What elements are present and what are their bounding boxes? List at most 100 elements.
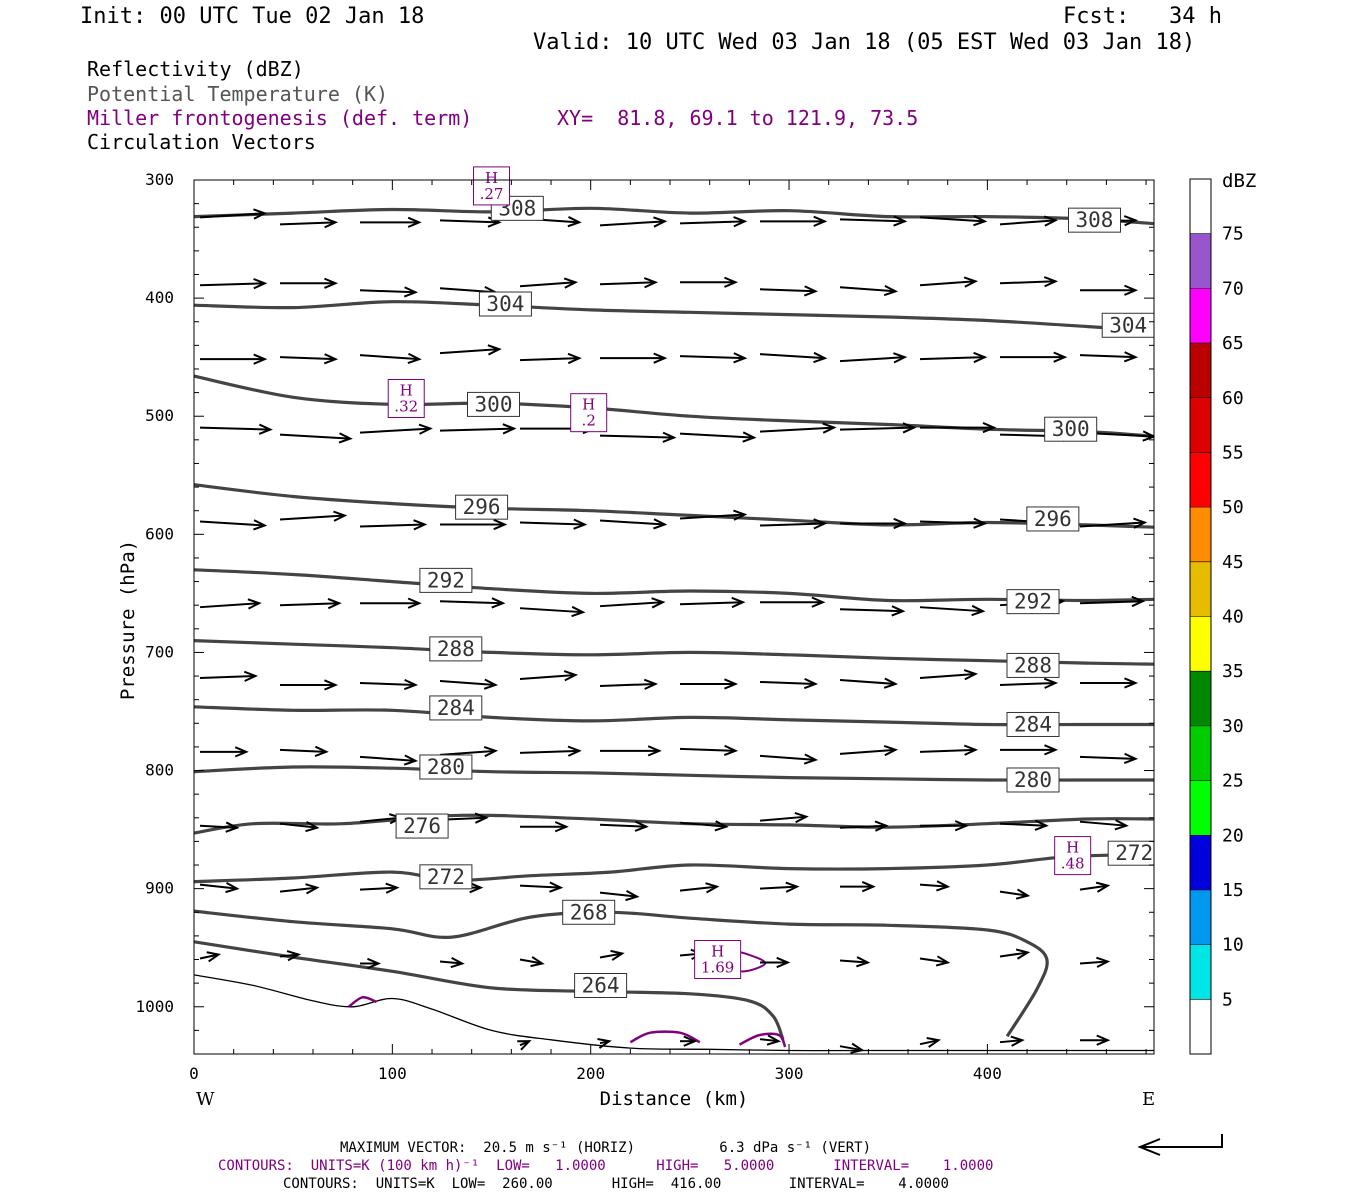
vector-shaft [439,679,496,686]
colorbar-tick-label: 40 [1222,607,1244,628]
vector-shaft [359,289,416,294]
vector-head [253,208,268,220]
vector-shaft [199,602,260,609]
vector-shaft [279,602,340,607]
vector-shaft [919,216,985,223]
vector-shaft [279,433,351,440]
vector-head [597,1037,612,1049]
fronto-max-label: H [400,382,413,400]
vector-head [403,754,419,766]
vector-head [973,351,988,364]
vector-shaft [679,885,718,892]
y-tick-label: 700 [145,642,174,661]
vector-head [243,670,259,682]
vector-shaft [439,600,503,605]
vector-shaft [679,821,727,828]
vector-shaft [599,682,656,687]
fronto-max-label: H [1066,839,1079,857]
theta-label: 296 [463,495,501,519]
vector-shaft [359,755,416,762]
vector-head [1114,819,1129,831]
theta-label: 304 [1109,313,1147,337]
vector-head [253,278,268,290]
vector-shaft [199,883,238,890]
vector-head [963,744,979,756]
vector-head [643,277,659,289]
vector-shaft [919,672,976,679]
vector-head [893,517,908,530]
colorbar-tick-label: 5 [1222,989,1233,1010]
vector-head [973,517,988,529]
vector-head [883,284,899,297]
colorbar-segment [1190,944,1211,1000]
fronto-max-value: .2 [582,412,596,430]
vector-head [385,882,400,894]
vector-shaft [599,823,647,828]
vector-head [776,956,791,969]
vector-shaft [359,354,420,361]
vector-head [803,285,819,297]
theta-label-box [419,567,473,593]
vector-head [963,276,979,288]
x-tick-label: 300 [775,1064,804,1083]
vector-shaft [599,601,663,608]
vector-head [1095,881,1111,893]
fronto-max-label: H [582,396,595,414]
vector-head [403,286,419,298]
reference-vector [1137,1134,1223,1156]
vector-head [418,423,433,435]
colorbar-segment [1190,725,1211,781]
vector-head [891,605,906,617]
vector-head [653,352,668,364]
max-vector-note: MAXIMUM VECTOR: 20.5 m s⁻¹ (HORIZ) 6.3 d… [340,1140,872,1156]
vector-shaft [679,432,755,439]
theta-label: 272 [427,865,465,889]
vector-shaft [599,519,665,526]
vector-head [963,669,979,681]
vector-shaft [839,748,896,755]
vector-head [225,881,240,894]
vector-head [234,746,249,758]
init-time: Init: 00 UTC Tue 02 Jan 18 [80,4,425,29]
vector-shaft [839,824,887,829]
vector-shaft [519,749,580,754]
vector-shaft [919,606,983,613]
legend-frontogenesis: Miller frontogenesis (def. term) [87,106,473,130]
vector-head [225,821,240,833]
vector-head [413,519,428,531]
terrain-line [194,974,1154,1052]
colorbar-tick-label: 25 [1222,771,1244,792]
colorbar-segment [1190,233,1211,289]
vector-shaft [999,219,1056,226]
vector-head [567,216,582,228]
y-tick-label: 1000 [135,997,174,1016]
vector-shaft [839,286,896,293]
vector-shaft [359,886,398,891]
x-tick-label: 0 [189,1064,199,1083]
vector-head [794,812,809,824]
theta-label: 288 [1014,653,1052,677]
vector-head [407,216,422,228]
vector-head [567,352,582,365]
vector-head [491,597,506,609]
vector-head [813,351,828,364]
vector-head [811,596,826,608]
theta-label-box [467,391,521,417]
vector-shaft [1079,521,1145,528]
fronto-max-box [570,393,608,433]
theta-contour-272 [194,852,1154,884]
colorbar-segment [1190,397,1211,453]
vector-head [861,881,876,893]
vector-head [483,746,499,758]
colorbar-segment [1190,889,1211,945]
x-axis-label: Distance (km) [600,1088,749,1110]
vector-shaft [759,288,816,293]
vector-shaft [999,951,1028,958]
vector-shaft [1079,755,1136,760]
vector-head [742,431,757,443]
vector-head [323,217,339,229]
vector-shaft [759,815,807,822]
vector-head [714,820,729,832]
vector-head [563,670,579,682]
theta-contour-296 [194,483,1154,529]
